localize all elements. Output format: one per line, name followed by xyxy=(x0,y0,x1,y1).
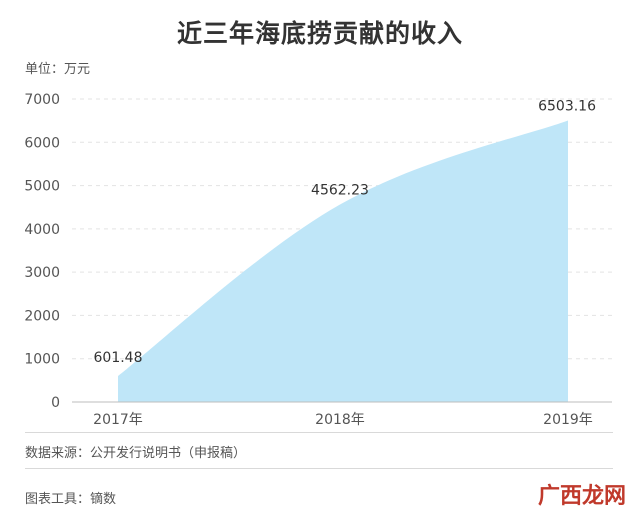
axes: 0 1000 2000 3000 4000 5000 6000 7000 2017年 2018年 2… xyxy=(24,92,612,428)
data-labels: 601.48 4562.23 6503.16 xyxy=(94,99,597,366)
y-tick-label: 7000 xyxy=(24,92,60,108)
chart-tool-note: 图表工具：镝数 xyxy=(25,492,117,507)
area-series xyxy=(118,120,568,402)
y-tick-label: 2000 xyxy=(24,308,60,324)
divider-top xyxy=(25,432,613,433)
data-source-note: 数据来源：公开发行说明书（申报稿） xyxy=(25,446,247,461)
y-tick-label: 0 xyxy=(51,395,60,411)
x-tick-label: 2019年 xyxy=(543,412,593,428)
y-tick-label: 1000 xyxy=(24,352,60,368)
data-label: 6503.16 xyxy=(538,99,596,115)
watermark-logo: 广西龙网 xyxy=(538,478,628,522)
x-tick-label: 2018年 xyxy=(315,412,365,428)
y-tick-label: 5000 xyxy=(24,179,60,195)
data-label: 601.48 xyxy=(94,350,143,366)
y-tick-label: 4000 xyxy=(24,222,60,238)
data-label: 4562.23 xyxy=(311,183,369,199)
area-chart: 0 1000 2000 3000 4000 5000 6000 7000 2017年 2018年 2… xyxy=(24,92,612,428)
chart-title: 近三年海底捞贡献的收入 xyxy=(176,19,463,48)
y-tick-label: 3000 xyxy=(24,265,60,281)
unit-label: 单位：万元 xyxy=(25,62,91,77)
x-tick-label: 2017年 xyxy=(93,412,143,428)
y-tick-label: 6000 xyxy=(24,135,60,151)
watermark-text: 广西龙网 xyxy=(538,483,627,509)
area-fill xyxy=(118,120,568,402)
divider-bottom xyxy=(25,468,613,469)
